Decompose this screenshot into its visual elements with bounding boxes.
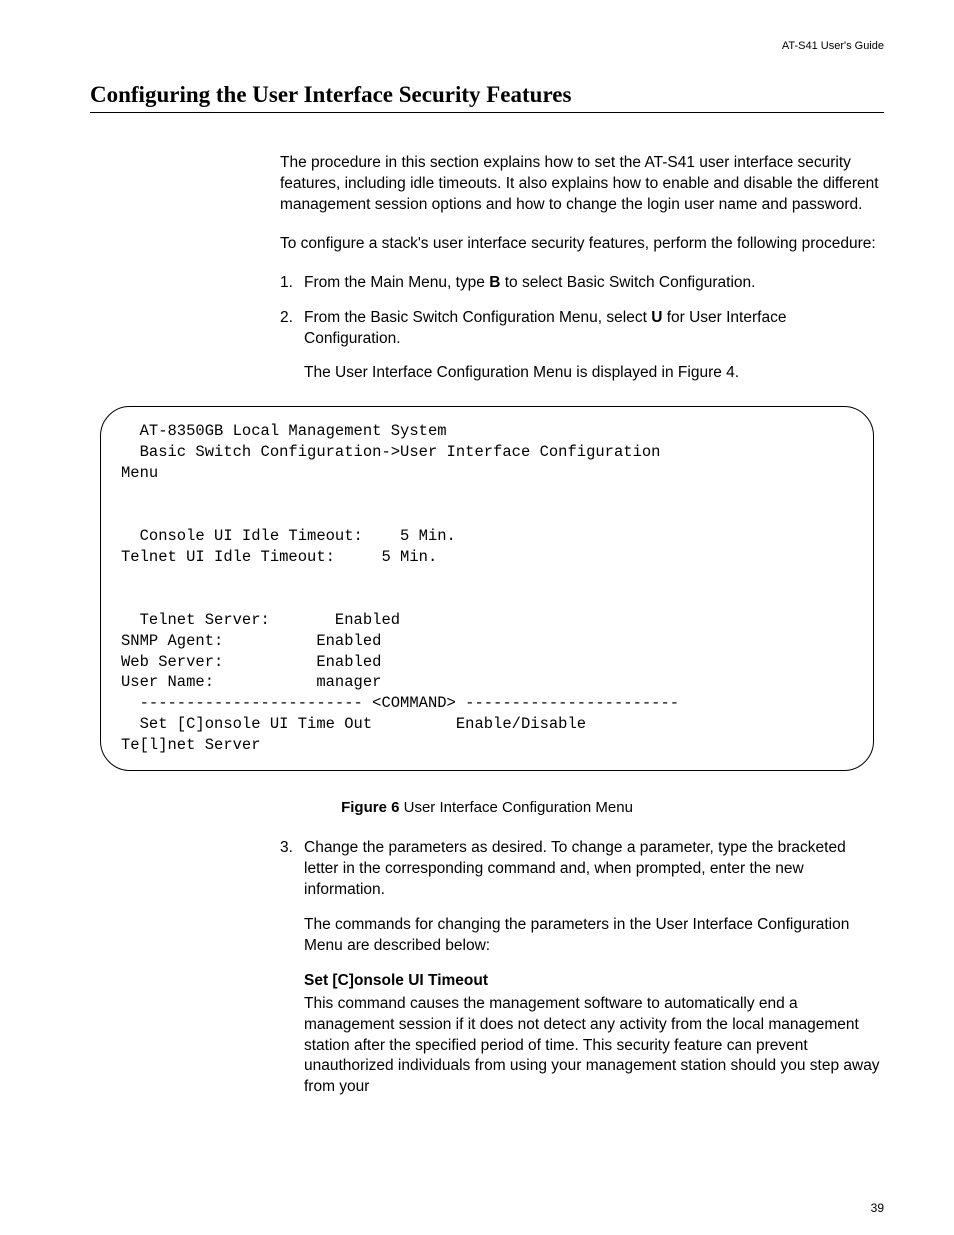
terminal-menu-box: AT-8350GB Local Management System Basic … — [100, 406, 874, 771]
intro-block: The procedure in this section explains h… — [280, 153, 884, 384]
figure-caption-rest: User Interface Configuration Menu — [399, 799, 632, 816]
page-number: 39 — [871, 1201, 884, 1215]
step-2: 2. From the Basic Switch Configuration M… — [280, 308, 884, 350]
step-3: 3. Change the parameters as desired. To … — [280, 838, 884, 901]
command-body: This command causes the management softw… — [304, 994, 884, 1099]
step-1-number: 1. — [280, 273, 293, 294]
step-3-number: 3. — [280, 838, 293, 859]
step-2-sub: The User Interface Configuration Menu is… — [280, 363, 884, 384]
figure-caption: Figure 6 User Interface Configuration Me… — [90, 799, 884, 816]
step-2-number: 2. — [280, 308, 293, 329]
header-guide-label: AT-S41 User's Guide — [90, 40, 884, 52]
step-2-bold: U — [651, 309, 662, 326]
main-heading: Configuring the User Interface Security … — [90, 82, 884, 113]
figure-caption-bold: Figure 6 — [341, 799, 399, 816]
step-3-sub: The commands for changing the parameters… — [280, 915, 884, 957]
command-section: Set [C]onsole UI Timeout This command ca… — [280, 971, 884, 1099]
step-2-text-before: From the Basic Switch Configuration Menu… — [304, 309, 651, 326]
intro-paragraph-1: The procedure in this section explains h… — [280, 153, 884, 216]
step-1-bold: B — [489, 274, 500, 291]
step-3-text: Change the parameters as desired. To cha… — [304, 839, 846, 898]
command-heading: Set [C]onsole UI Timeout — [304, 971, 884, 992]
step-1-text-before: From the Main Menu, type — [304, 274, 489, 291]
post-figure-block: 3. Change the parameters as desired. To … — [280, 838, 884, 1098]
step-1: 1. From the Main Menu, type B to select … — [280, 273, 884, 294]
step-1-text-after: to select Basic Switch Configuration. — [500, 274, 755, 291]
intro-paragraph-2: To configure a stack's user interface se… — [280, 234, 884, 255]
